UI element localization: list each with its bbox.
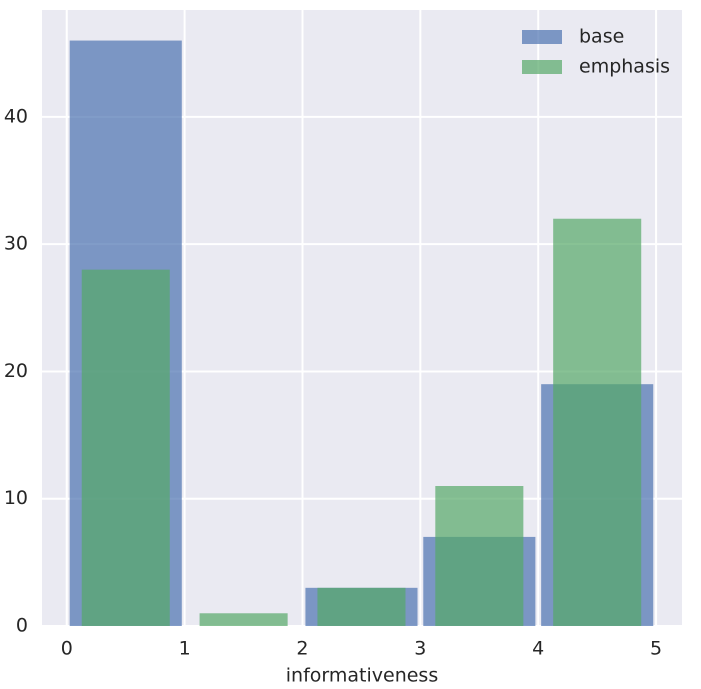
x-tick-label: 0: [61, 638, 73, 660]
legend-swatch: [522, 60, 562, 74]
x-tick-label: 1: [179, 638, 191, 660]
y-tick-label: 0: [16, 615, 28, 637]
y-tick-label: 10: [4, 487, 28, 509]
x-tick-label: 5: [650, 638, 662, 660]
x-tick-label: 3: [414, 638, 426, 660]
y-tick-label: 20: [4, 360, 28, 382]
legend-label: base: [579, 26, 624, 48]
x-tick-label: 4: [532, 638, 544, 660]
bar: [435, 486, 524, 626]
legend-label: emphasis: [579, 56, 670, 78]
bar: [81, 269, 170, 626]
bar: [553, 218, 642, 626]
legend-swatch: [522, 30, 562, 44]
bar: [199, 613, 288, 626]
y-tick-label: 30: [4, 233, 28, 255]
bar: [317, 587, 406, 626]
x-tick-label: 2: [296, 638, 308, 660]
y-tick-label: 40: [4, 105, 28, 127]
x-axis-label: informativeness: [286, 665, 438, 687]
